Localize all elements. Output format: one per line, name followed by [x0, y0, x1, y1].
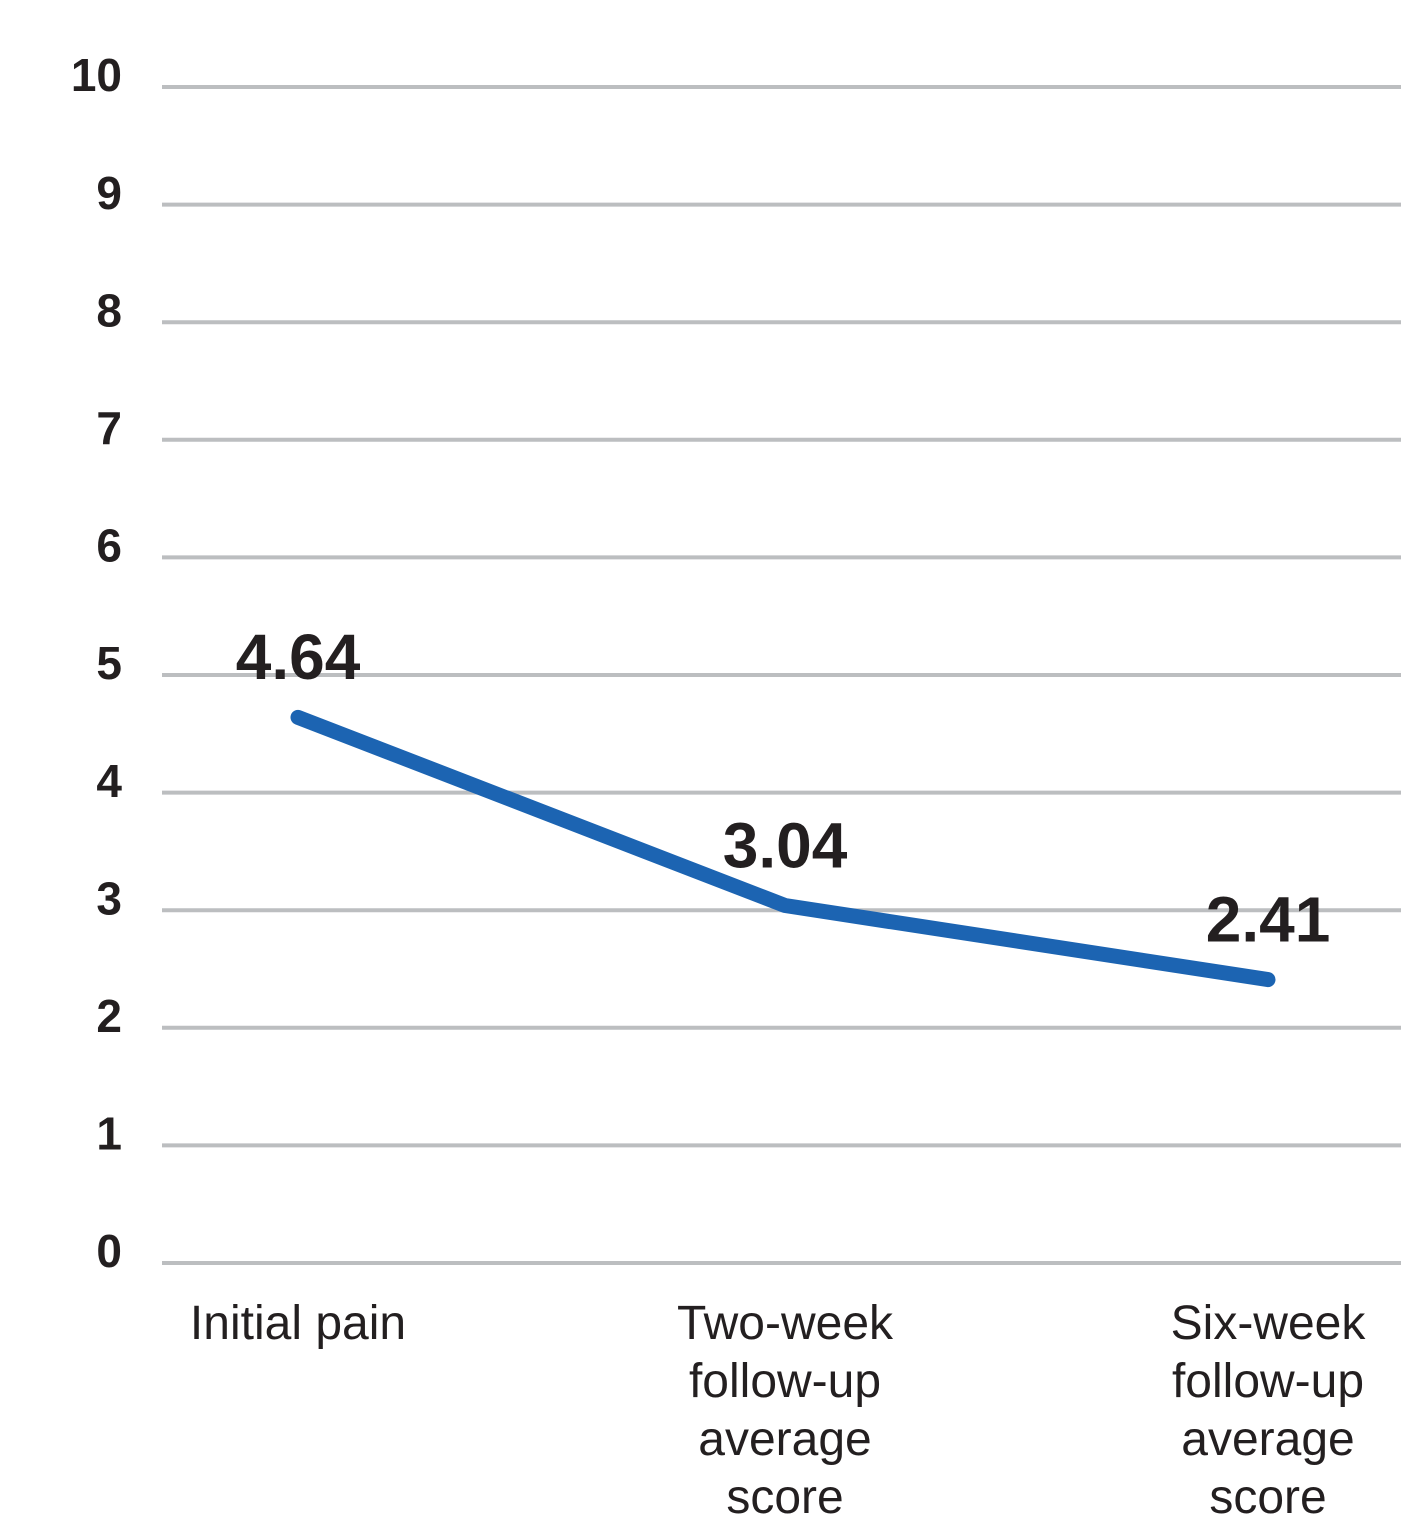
y-tick-label: 7 — [96, 402, 122, 454]
x-tick-label: Two-week follow-up average score — [677, 1297, 894, 1517]
y-tick-label: 0 — [96, 1225, 122, 1277]
y-tick-label: 1 — [96, 1108, 122, 1160]
y-tick-label: 2 — [96, 990, 122, 1042]
data-label: 2.41 — [1206, 883, 1331, 955]
y-tick-label: 6 — [96, 520, 122, 572]
y-tick-label: 3 — [96, 872, 122, 924]
data-label: 4.64 — [236, 621, 361, 693]
y-tick-label: 10 — [71, 49, 122, 101]
y-tick-label: 5 — [96, 637, 122, 689]
y-tick-label: 9 — [96, 167, 122, 219]
x-tick-label: Six-week follow-up average score — [1171, 1297, 1367, 1517]
y-tick-label: 4 — [96, 755, 122, 807]
y-tick-label: 8 — [96, 284, 122, 336]
x-tick-label: Initial pain — [190, 1297, 406, 1350]
data-label: 3.04 — [723, 809, 848, 881]
line — [290, 709, 1276, 988]
